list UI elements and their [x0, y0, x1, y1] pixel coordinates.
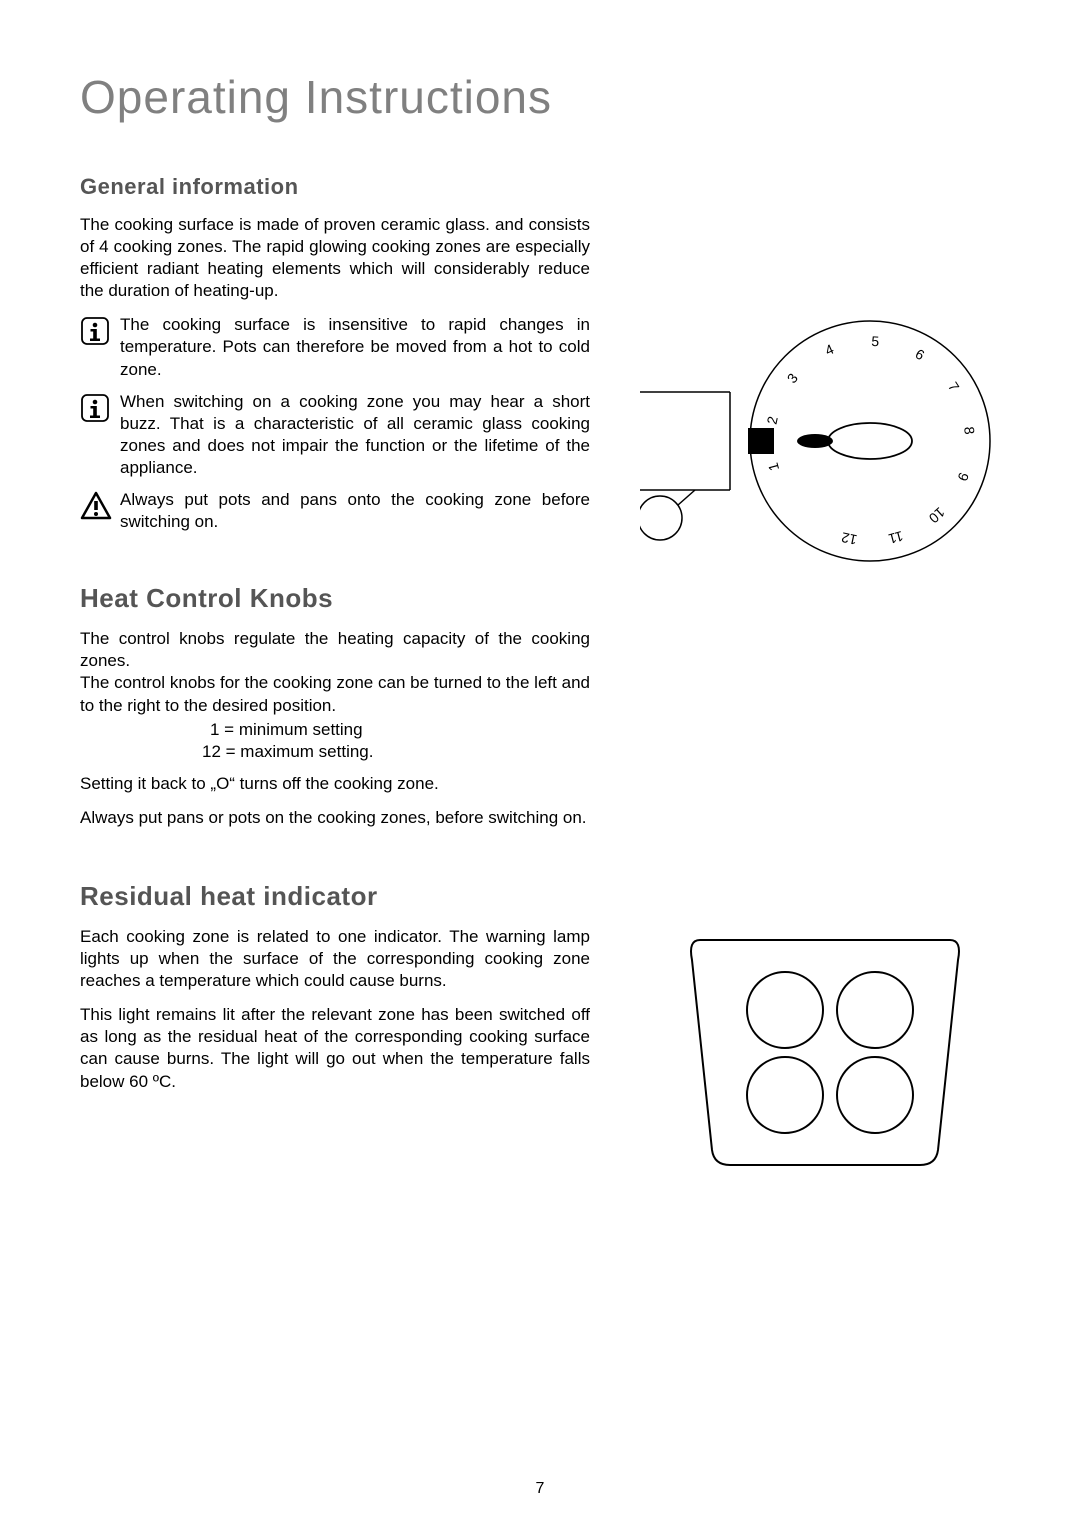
page-number: 7 — [0, 1480, 1080, 1498]
svg-text:4: 4 — [823, 341, 837, 359]
svg-text:9: 9 — [954, 470, 972, 483]
warning-icon — [80, 489, 114, 526]
heat-p3: Setting it back to „O“ turns off the coo… — [80, 773, 590, 795]
page-title: Operating Instructions — [80, 70, 1000, 124]
svg-text:12: 12 — [840, 529, 859, 548]
svg-text:7: 7 — [945, 379, 963, 394]
heat-s2: 12 = maximum setting. — [80, 741, 590, 763]
general-intro: The cooking surface is made of proven ce… — [80, 214, 590, 302]
main-text-column: General information The cooking surface … — [80, 174, 590, 1093]
heat-p1: The control knobs regulate the heating c… — [80, 628, 590, 672]
svg-text:1: 1 — [765, 461, 783, 473]
info-note-2-text: When switching on a cooking zone you may… — [120, 391, 590, 479]
svg-text:3: 3 — [784, 370, 801, 386]
svg-text:2: 2 — [764, 415, 781, 426]
heat-p2: The control knobs for the cooking zone c… — [80, 672, 590, 716]
residual-heading: Residual heat indicator — [80, 881, 590, 912]
heat-p4: Always put pans or pots on the cooking z… — [80, 807, 590, 829]
heat-s1: 1 = minimum setting — [80, 719, 590, 741]
svg-text:6: 6 — [913, 346, 928, 364]
hob-diagram — [680, 930, 970, 1180]
knob-diagram: 123456789101112 — [640, 308, 1000, 578]
svg-text:10: 10 — [926, 504, 948, 526]
svg-text:8: 8 — [961, 426, 978, 436]
heat-heading: Heat Control Knobs — [80, 583, 590, 614]
residual-p2: This light remains lit after the relevan… — [80, 1004, 590, 1092]
info-icon — [80, 391, 114, 428]
warning-text: Always put pots and pans onto the cookin… — [120, 489, 590, 533]
info-note-2: When switching on a cooking zone you may… — [80, 391, 590, 479]
info-note-1: The cooking surface is insensitive to ra… — [80, 314, 590, 380]
residual-p1: Each cooking zone is related to one indi… — [80, 926, 590, 992]
warning-note: Always put pots and pans onto the cookin… — [80, 489, 590, 533]
general-heading: General information — [80, 174, 590, 200]
svg-text:5: 5 — [871, 333, 880, 349]
svg-text:11: 11 — [887, 528, 905, 547]
info-note-1-text: The cooking surface is insensitive to ra… — [120, 314, 590, 380]
info-icon — [80, 314, 114, 351]
